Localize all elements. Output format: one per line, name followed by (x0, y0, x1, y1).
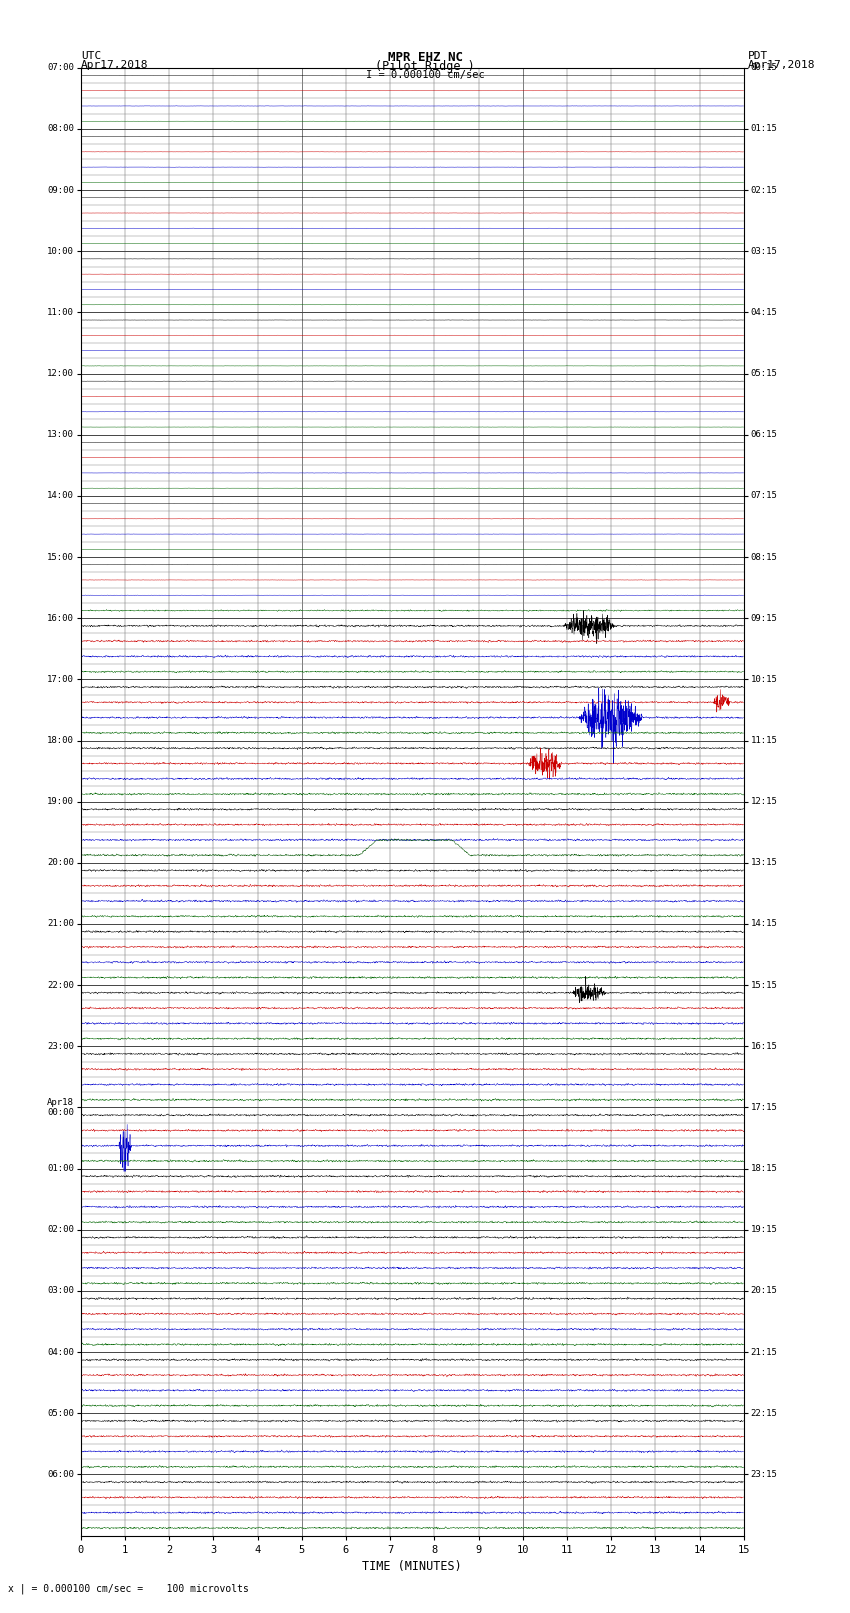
X-axis label: TIME (MINUTES): TIME (MINUTES) (362, 1560, 462, 1573)
Text: MPR EHZ NC: MPR EHZ NC (388, 50, 462, 65)
Text: PDT: PDT (748, 50, 768, 61)
Text: UTC: UTC (81, 50, 101, 61)
Text: I = 0.000100 cm/sec: I = 0.000100 cm/sec (366, 71, 484, 81)
Text: (Pilot Ridge ): (Pilot Ridge ) (375, 60, 475, 74)
Text: Apr17,2018: Apr17,2018 (748, 60, 815, 71)
Text: Apr17,2018: Apr17,2018 (81, 60, 148, 71)
Text: x | = 0.000100 cm/sec =    100 microvolts: x | = 0.000100 cm/sec = 100 microvolts (8, 1582, 249, 1594)
